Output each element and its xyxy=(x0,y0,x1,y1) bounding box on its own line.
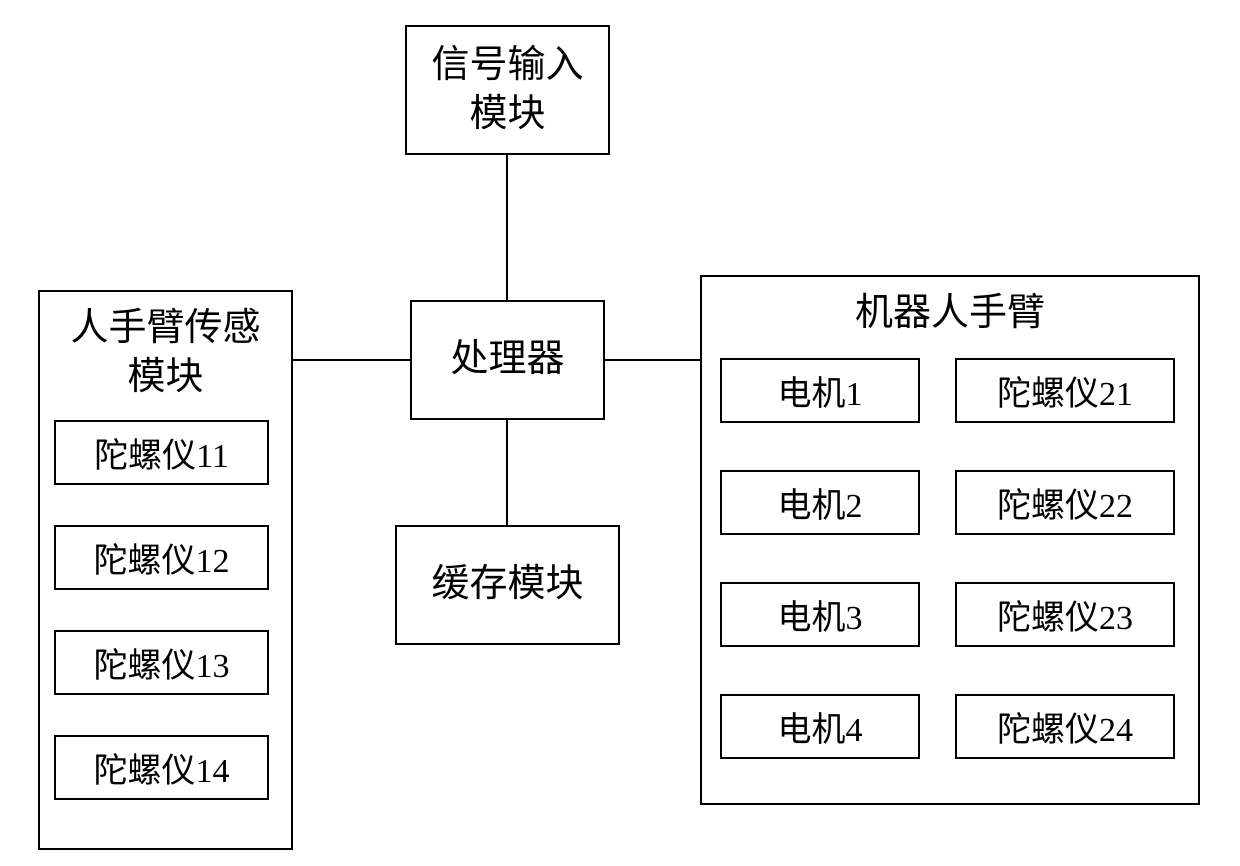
motor-2: 电机2 xyxy=(720,470,920,535)
gyro-12: 陀螺仪12 xyxy=(54,525,269,590)
motor-1: 电机1 xyxy=(720,358,920,423)
signal-input-box: 信号输入模块 xyxy=(405,25,610,155)
gyro-21: 陀螺仪21 xyxy=(955,358,1175,423)
cache-label: 缓存模块 xyxy=(431,560,583,609)
gyro-14: 陀螺仪14 xyxy=(54,735,269,800)
gyro-23: 陀螺仪23 xyxy=(955,582,1175,647)
cache-box: 缓存模块 xyxy=(395,525,620,645)
edge-signal-processor xyxy=(506,155,508,300)
edge-processor-robot xyxy=(605,359,700,361)
robot-arm-title: 机器人手臂 xyxy=(702,277,1198,338)
block-diagram: 信号输入模块 处理器 缓存模块 人手臂传感模块 陀螺仪11 陀螺仪12 陀螺仪1… xyxy=(0,0,1240,866)
edge-processor-cache xyxy=(506,420,508,525)
processor-box: 处理器 xyxy=(410,300,605,420)
gyro-13: 陀螺仪13 xyxy=(54,630,269,695)
processor-label: 处理器 xyxy=(450,335,564,384)
signal-input-label: 信号输入模块 xyxy=(431,41,583,140)
edge-sensor-processor xyxy=(293,359,410,361)
gyro-24: 陀螺仪24 xyxy=(955,694,1175,759)
gyro-11: 陀螺仪11 xyxy=(54,420,269,485)
motor-4: 电机4 xyxy=(720,694,920,759)
gyro-22: 陀螺仪22 xyxy=(955,470,1175,535)
motor-3: 电机3 xyxy=(720,582,920,647)
arm-sensor-title: 人手臂传感模块 xyxy=(40,292,291,403)
